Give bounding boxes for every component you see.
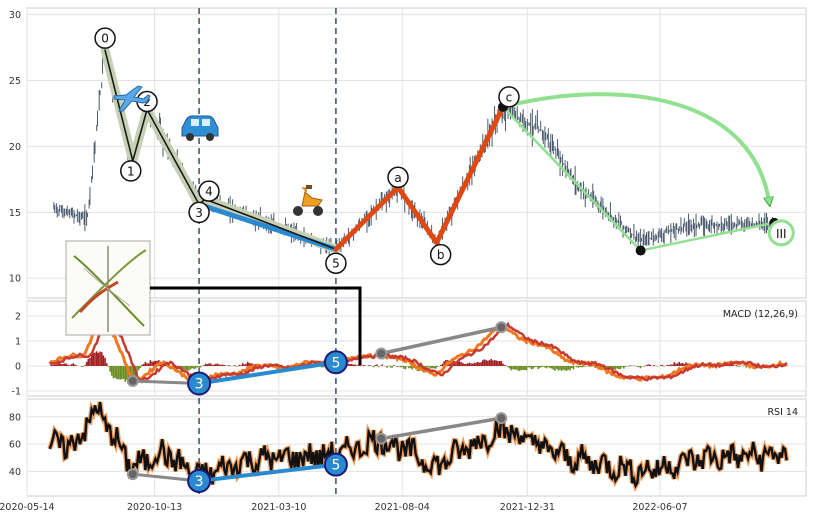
rsi-line <box>48 401 788 489</box>
macd-divergence-label: 3 <box>195 377 204 393</box>
rsi-panel-title: RSI 14 <box>767 407 798 418</box>
price-y-tick-label: 20 <box>9 142 21 153</box>
car-icon <box>181 115 219 141</box>
rsi-y-tick-label: 40 <box>9 467 21 478</box>
x-tick-label: 2020-05-14 <box>0 502 55 513</box>
wave-label: 1 <box>127 164 135 178</box>
wave-label: 3 <box>195 206 203 220</box>
macd-y-tick-label: -1 <box>12 387 21 398</box>
wave-label-circle <box>767 219 795 247</box>
wave-label-circle <box>188 201 210 224</box>
wave-label: a <box>394 171 401 185</box>
macd-divergence-low-blue <box>198 360 337 386</box>
macd-divergence-node <box>495 321 508 334</box>
x-tick-label: 2022-06-07 <box>632 502 687 513</box>
inset-image <box>65 240 151 336</box>
rsi-divergence-label: 3 <box>195 474 204 490</box>
wave-label: 4 <box>205 185 213 199</box>
rsi-divergence-low-blue <box>198 462 337 483</box>
forecast-node <box>635 245 646 256</box>
wave-label-circle <box>198 180 220 202</box>
wave-label-circle <box>94 27 116 49</box>
rsi-divergence-label: 5 <box>331 458 340 474</box>
rsi-divergence-node <box>375 432 388 445</box>
corrective-wave-line <box>333 104 506 252</box>
forecast-arrow <box>502 92 769 203</box>
macd-panel-title: MACD (12,26,9) <box>723 309 798 320</box>
x-tick-label: 2021-12-31 <box>500 502 555 513</box>
wave-label: c <box>506 90 513 104</box>
macd-divergence-high <box>380 325 502 356</box>
wave-label: b <box>437 248 445 262</box>
wave-label-circle <box>387 166 409 189</box>
wave-3-5-line <box>196 201 339 252</box>
price-y-tick-label: 15 <box>9 208 21 219</box>
wave-label: 0 <box>101 32 109 46</box>
rsi-divergence-node <box>495 412 508 425</box>
macd-y-tick-label: 0 <box>15 362 21 373</box>
price-panel <box>26 7 807 299</box>
macd-signal-line <box>49 312 788 384</box>
callout-connector <box>150 286 362 365</box>
macd-divergence-label: 5 <box>331 355 340 371</box>
price-y-tick-label: 30 <box>9 10 21 21</box>
price-y-tick-label: 25 <box>9 76 21 87</box>
macd-divergence-node <box>375 347 388 360</box>
wave-label: III <box>776 227 787 241</box>
rsi-y-tick-label: 80 <box>9 412 21 423</box>
x-tick-label: 2021-08-04 <box>375 502 430 513</box>
x-tick-label: 2020-10-13 <box>127 502 182 513</box>
rsi-y-tick-label: 60 <box>9 440 21 451</box>
rsi-divergence-node <box>126 468 139 481</box>
airplane-icon <box>113 85 151 112</box>
macd-divergence-label-circle <box>187 371 212 396</box>
rsi-divergence-label-circle <box>323 452 348 477</box>
macd-divergence-node <box>126 375 139 387</box>
wave-label: 5 <box>332 257 340 271</box>
wave-label-circle <box>498 86 520 108</box>
macd-y-tick-label: 2 <box>15 312 21 323</box>
x-tick-label: 2021-03-10 <box>251 502 306 513</box>
wave-label-circle <box>120 160 142 182</box>
rsi-divergence-high <box>380 416 502 441</box>
wave-label-circle <box>429 243 452 266</box>
macd-y-tick-label: 1 <box>15 337 21 348</box>
macd-panel <box>26 300 807 397</box>
price-y-tick-label: 10 <box>9 274 21 285</box>
rsi-divergence-label-circle <box>187 468 212 493</box>
macd-divergence-label-circle <box>323 350 348 375</box>
wave-label-circle <box>325 252 347 274</box>
scooter-icon <box>293 185 323 216</box>
impulse-wave-line <box>104 49 337 251</box>
